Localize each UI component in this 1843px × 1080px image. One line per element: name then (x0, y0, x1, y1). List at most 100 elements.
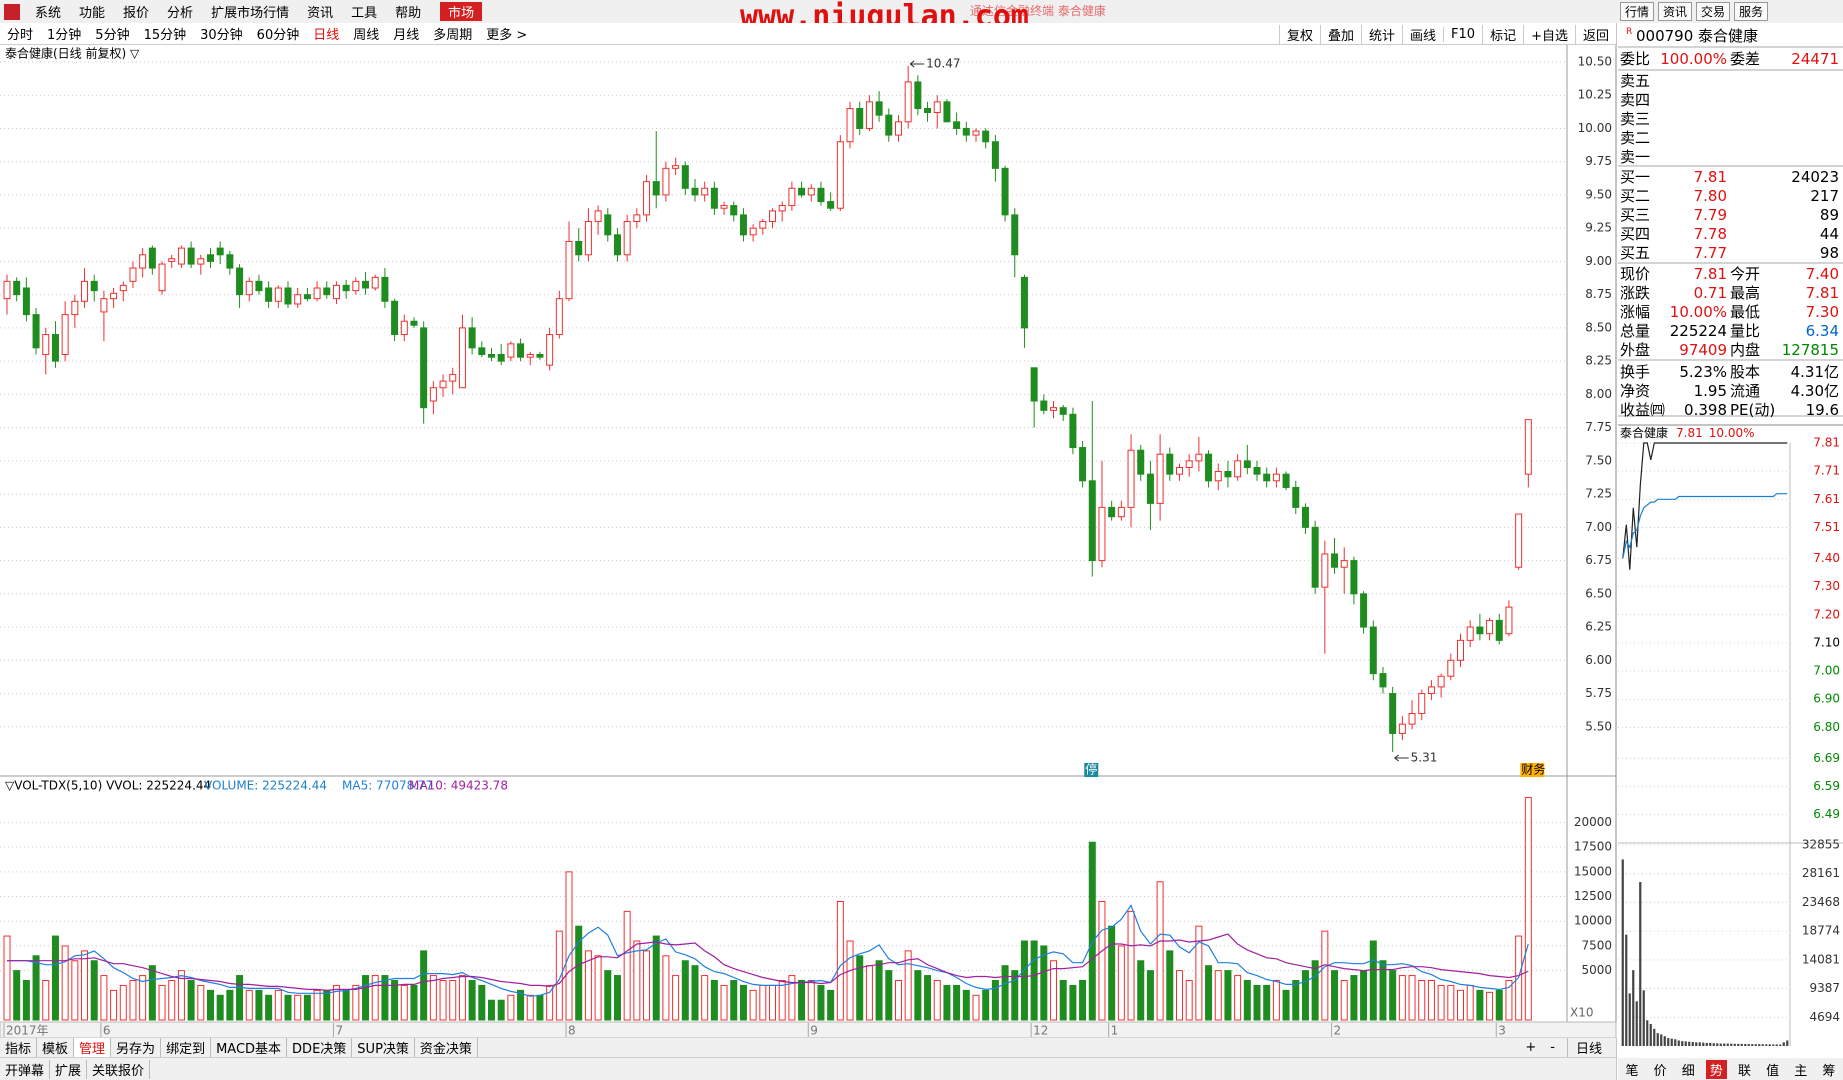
side-tab[interactable]: 势 (1705, 1059, 1727, 1079)
bid-price: 7.80 (1693, 187, 1727, 205)
volume-bar (1447, 984, 1455, 1021)
volume-bar (371, 975, 379, 1021)
candle-body (846, 108, 854, 143)
tool-button[interactable]: 标记 (1482, 24, 1523, 44)
ask-label: 卖二 (1620, 129, 1651, 147)
tab[interactable]: 管理 (74, 1038, 112, 1057)
candle-body (1127, 449, 1135, 508)
tool-button[interactable]: +自选 (1523, 24, 1575, 44)
tab[interactable]: 指标 (0, 1038, 38, 1057)
menu-item[interactable]: 工具 (351, 6, 378, 21)
tab[interactable]: MACD基本 (211, 1038, 288, 1057)
y-tick-label: 7.20 (1813, 607, 1840, 621)
tab[interactable]: SUP决策 (352, 1038, 415, 1057)
menu-item[interactable]: 帮助 (395, 6, 422, 21)
bid-volume: 44 (1819, 225, 1839, 243)
tab[interactable]: 关联报价 (87, 1059, 151, 1079)
period-button[interactable]: 周线 (353, 28, 380, 43)
quick-button[interactable]: 行情 (1620, 2, 1655, 21)
tool-button[interactable]: 叠加 (1319, 24, 1361, 44)
volume-bar (788, 975, 796, 1021)
volume-bar (1524, 797, 1532, 1021)
y-tick-label: 32855 (1802, 838, 1840, 852)
period-button[interactable]: 分时 (7, 28, 34, 43)
zoom-button[interactable]: - (1550, 1040, 1555, 1055)
volume-bar (139, 975, 147, 1021)
side-tab[interactable]: 主 (1794, 1063, 1808, 1079)
event-marker: 停 (1085, 762, 1097, 777)
side-tab[interactable]: 笔 (1625, 1063, 1639, 1079)
quick-button[interactable]: 交易 (1696, 2, 1731, 21)
tool-button[interactable]: 返回 (1574, 24, 1616, 44)
period-button[interactable]: 更多 > (486, 28, 528, 43)
period-button[interactable]: 月线 (393, 28, 420, 43)
period-button[interactable]: 30分钟 (200, 28, 243, 43)
side-tab[interactable]: 细 (1681, 1063, 1695, 1079)
quick-button[interactable]: 资讯 (1658, 2, 1693, 21)
y-tick-label: 5.75 (1585, 686, 1612, 700)
period-button[interactable]: 60分钟 (256, 28, 300, 43)
candle-body (1301, 506, 1309, 528)
bottom-row: 开弹幕 扩展 关联报价 (0, 1057, 1616, 1080)
candle-body (1156, 453, 1164, 504)
period-button[interactable]: 5分钟 (95, 28, 130, 43)
volume-bar (1632, 970, 1635, 1046)
menu-item[interactable]: 扩展市场行情 (211, 6, 290, 21)
side-tab[interactable]: 筹 (1822, 1063, 1836, 1079)
side-tab[interactable]: 价 (1653, 1063, 1667, 1079)
y-tick-label: 28161 (1802, 866, 1840, 880)
candle-body (1427, 686, 1435, 695)
y-tick-label: 10000 (1574, 914, 1612, 928)
period-button[interactable]: 多周期 (433, 28, 473, 43)
menu-item[interactable]: 资讯 (307, 6, 334, 21)
volume-bar (255, 989, 263, 1021)
candle-body (730, 205, 738, 216)
tab[interactable]: 另存为 (111, 1038, 162, 1057)
tab[interactable]: 绑定到 (161, 1038, 212, 1057)
volume-bar (1740, 1043, 1743, 1046)
market-button[interactable]: 市场 (440, 2, 483, 21)
period-button[interactable]: 日线 (313, 28, 340, 43)
tab[interactable]: DDE决策 (287, 1038, 353, 1057)
candle-body (943, 101, 951, 123)
tab[interactable]: 模板 (37, 1038, 75, 1057)
period-button[interactable]: 1分钟 (47, 28, 82, 43)
zoom-button[interactable]: + (1525, 1040, 1537, 1055)
volume-bar (672, 975, 680, 1021)
side-tab[interactable]: 值 (1766, 1063, 1780, 1079)
menu-item[interactable]: 分析 (167, 6, 194, 21)
candle-body (100, 298, 108, 313)
intraday-title: 泰合健康 7.81 10.00% (1620, 424, 1755, 441)
tab[interactable]: 开弹幕 (0, 1059, 51, 1079)
bid-volume: 24023 (1791, 168, 1839, 186)
candle-body (274, 287, 282, 302)
volume-bar (1660, 1034, 1663, 1046)
volume-bar (497, 999, 505, 1021)
tool-button[interactable]: 统计 (1361, 24, 1402, 44)
tool-button[interactable]: 复权 (1278, 24, 1320, 44)
period-button[interactable]: 15分钟 (143, 28, 187, 43)
event-marker-bg (1520, 763, 1545, 777)
candle-body (875, 101, 883, 116)
quick-button[interactable]: 服务 (1734, 2, 1769, 21)
menu-item[interactable]: 系统 (35, 6, 62, 21)
volume-bar (168, 979, 176, 1021)
volume-bar (1418, 979, 1426, 1021)
candle-body (1524, 419, 1532, 475)
candle-body (3, 280, 11, 300)
tool-button[interactable]: 画线 (1402, 24, 1443, 44)
menu-item[interactable]: 报价 (123, 6, 150, 21)
volume-bar (1001, 965, 1009, 1021)
tab[interactable]: 扩展 (50, 1059, 88, 1079)
tool-button[interactable]: F10 (1443, 26, 1482, 42)
y-tick-label: 12500 (1574, 889, 1612, 903)
volume-bar (1698, 1042, 1701, 1046)
event-marker-bg (1084, 763, 1099, 777)
menu-item[interactable]: 功能 (79, 6, 106, 21)
tab[interactable]: 资金决策 (415, 1038, 478, 1057)
volume-bar (1350, 975, 1358, 1021)
candle-body (1079, 447, 1087, 482)
volume-bar (623, 910, 631, 1021)
volume-bar (1292, 979, 1300, 1021)
side-tab[interactable]: 联 (1738, 1063, 1752, 1079)
